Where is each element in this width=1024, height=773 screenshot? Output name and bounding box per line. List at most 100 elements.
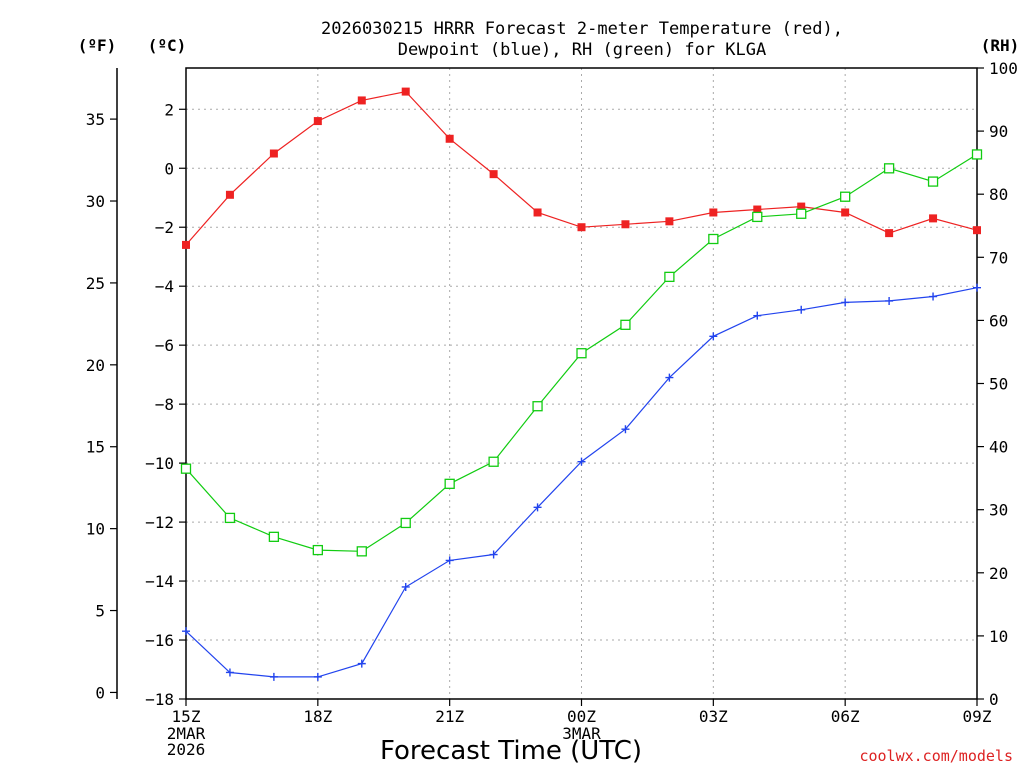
- rh-point: [752, 211, 763, 223]
- x-axis-label: Forecast Time (UTC): [380, 736, 642, 766]
- dewpoint-point: [973, 283, 981, 292]
- fahrenheit-tick-label: 30: [86, 192, 105, 211]
- x-tick-label: 03Z: [699, 707, 728, 726]
- rh-tick-label: 10: [989, 627, 1008, 646]
- temperature-point: [929, 214, 938, 223]
- credit-text: coolwx.com/models: [859, 747, 1013, 765]
- celsius-tick-label: 0: [164, 159, 174, 178]
- temperature-point: [357, 96, 366, 105]
- dewpoint-point: [182, 627, 190, 636]
- dewpoint-point: [797, 305, 806, 314]
- rh-point: [664, 271, 675, 283]
- celsius-tick-label: −16: [145, 631, 174, 650]
- date-label: 3MAR: [562, 724, 601, 743]
- fahrenheit-unit-label: (ºF): [78, 36, 117, 55]
- x-tick-label: 06Z: [831, 707, 860, 726]
- rh-point: [224, 512, 236, 524]
- temperature-point: [225, 190, 234, 199]
- temperature-point: [269, 149, 278, 158]
- dewpoint-point: [885, 296, 894, 305]
- fahrenheit-tick-label: 25: [86, 274, 105, 293]
- rh-tick-label: 60: [989, 311, 1008, 330]
- rh-point: [532, 401, 543, 412]
- celsius-tick-label: −18: [145, 690, 174, 709]
- temperature-point: [665, 217, 674, 226]
- rh-tick-label: 20: [989, 564, 1008, 583]
- rh-point: [312, 544, 323, 556]
- celsius-tick-label: −4: [155, 277, 174, 296]
- dewpoint-point: [313, 672, 322, 681]
- celsius-tick-label: −2: [155, 218, 174, 237]
- celsius-tick-label: 2: [164, 100, 174, 119]
- rh-point: [576, 348, 587, 359]
- series-temperature: [182, 87, 981, 249]
- chart-title-line-2: Dewpoint (blue), RH (green) for KLGA: [398, 40, 766, 60]
- celsius-tick-label: −6: [155, 336, 174, 355]
- series-dewpoint: [182, 283, 981, 681]
- rh-point: [400, 517, 411, 529]
- dewpoint-point: [709, 332, 718, 341]
- dewpoint-point: [489, 550, 498, 559]
- temperature-point: [489, 170, 498, 179]
- chart-title-line-1: 2026030215 HRRR Forecast 2-meter Tempera…: [321, 19, 843, 39]
- rh-point: [927, 176, 939, 187]
- dewpoint-point: [577, 457, 586, 466]
- dewpoint-point: [269, 672, 278, 681]
- celsius-unit-label: (ºC): [148, 36, 187, 55]
- date-label: 2026: [167, 740, 206, 759]
- rh-point: [971, 149, 983, 160]
- fahrenheit-tick-label: 10: [86, 520, 105, 539]
- rh-tick-label: 30: [989, 501, 1008, 520]
- x-tick-label: 21Z: [435, 707, 464, 726]
- date-label: 2MAR: [167, 724, 206, 743]
- celsius-tick-label: −12: [145, 513, 174, 532]
- rh-tick-label: 0: [989, 690, 999, 709]
- celsius-tick-label: −10: [145, 454, 174, 473]
- temperature-point: [841, 208, 850, 217]
- rh-point: [840, 191, 851, 202]
- temperature-point: [885, 229, 894, 238]
- temperature-point: [182, 240, 190, 249]
- temperature-point: [709, 208, 718, 217]
- rh-point: [444, 478, 455, 489]
- dewpoint-point: [445, 556, 454, 565]
- rh-point: [356, 546, 367, 557]
- temperature-point: [577, 223, 586, 232]
- rh-point: [796, 208, 807, 219]
- x-tick-label: 15Z: [172, 707, 201, 726]
- series-rh: [180, 149, 983, 557]
- x-tick-label: 18Z: [303, 707, 332, 726]
- rh-tick-label: 70: [989, 248, 1008, 267]
- rh-point: [488, 456, 499, 467]
- dewpoint-point: [753, 311, 762, 320]
- dewpoint-point: [225, 668, 234, 677]
- fahrenheit-tick-label: 0: [95, 683, 105, 702]
- dewpoint-point: [401, 582, 410, 591]
- rh-tick-label: 50: [989, 375, 1008, 394]
- rh-tick-label: 40: [989, 438, 1008, 457]
- dewpoint-point: [357, 659, 366, 668]
- dewpoint-point: [533, 503, 542, 512]
- temperature-point: [621, 220, 630, 229]
- axes: 20−2−4−6−8−10−12−14−16−18353025201510501…: [86, 59, 1018, 759]
- data-series: [180, 87, 983, 681]
- fahrenheit-tick-label: 35: [86, 110, 105, 129]
- fahrenheit-tick-label: 15: [86, 438, 105, 457]
- dewpoint-point: [621, 425, 630, 434]
- x-tick-label: 00Z: [567, 707, 596, 726]
- dewpoint-point: [841, 298, 850, 307]
- rh-unit-label: (RH): [981, 36, 1020, 55]
- celsius-tick-label: −8: [155, 395, 174, 414]
- rh-point: [268, 531, 280, 542]
- temperature-point: [401, 87, 410, 96]
- fahrenheit-tick-label: 5: [95, 602, 105, 621]
- celsius-tick-label: −14: [145, 572, 174, 591]
- rh-tick-label: 80: [989, 185, 1008, 204]
- rh-point: [708, 233, 719, 245]
- rh-point: [180, 463, 192, 474]
- rh-point: [620, 319, 631, 330]
- rh-tick-label: 90: [989, 122, 1008, 141]
- temperature-point: [313, 117, 322, 126]
